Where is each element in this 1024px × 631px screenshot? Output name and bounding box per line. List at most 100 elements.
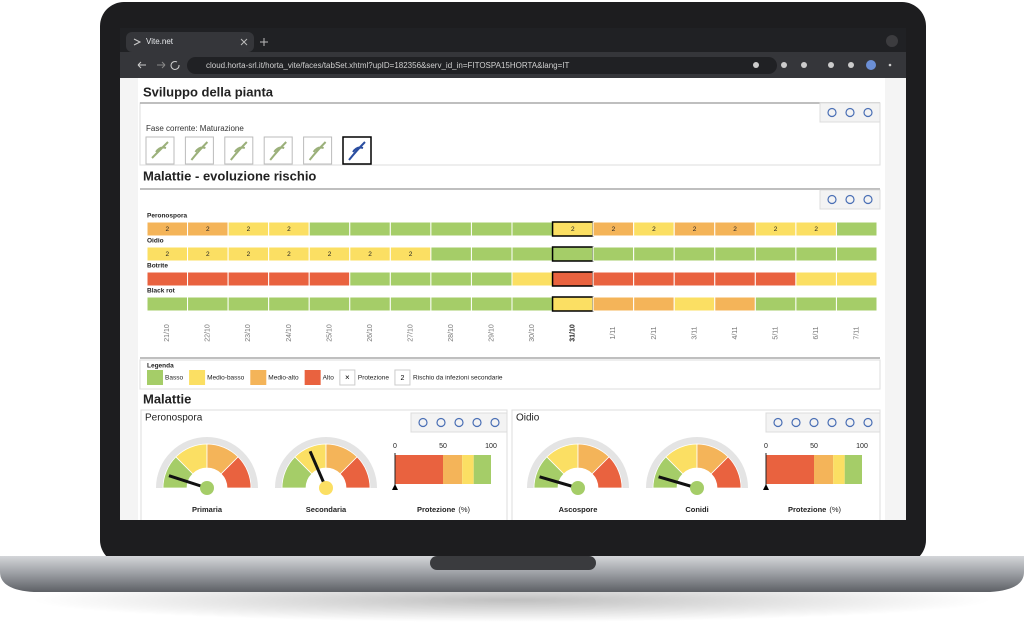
date-label: 21/10: [164, 324, 171, 342]
ext[interactable]: [781, 62, 787, 68]
tool-button[interactable]: [827, 417, 837, 428]
risk-cell: [389, 271, 432, 287]
legend-box: [139, 359, 881, 390]
risk-cell: [430, 221, 472, 237]
risk-cell: [754, 246, 797, 262]
protection-label: Protezione: [788, 505, 826, 514]
disease-label: Black rot: [147, 288, 176, 295]
risk-cell: [430, 296, 472, 312]
browser-icons: [753, 60, 892, 70]
tool-button[interactable]: [490, 417, 500, 428]
risk-label: 2: [652, 226, 656, 233]
date-label: 28/10: [448, 324, 455, 342]
tool-button[interactable]: [472, 417, 482, 428]
risk-label: 2: [328, 251, 332, 258]
tool-button[interactable]: [791, 417, 801, 428]
risk-cell: [714, 246, 756, 262]
gauge-rim: [646, 437, 748, 488]
risk-cell: [673, 246, 716, 262]
panel-toolbar: [819, 102, 881, 123]
legend-label: Rischio da infezioni secondarie: [413, 375, 503, 382]
stage-plant: [190, 141, 209, 161]
risk-label: 2: [368, 251, 372, 258]
reload[interactable]: [170, 61, 180, 70]
stage-plant: [348, 141, 366, 161]
favicon: [133, 38, 142, 46]
tab[interactable]: [126, 32, 254, 52]
gauge-label: Secondaria: [306, 505, 347, 514]
legend-box: [394, 369, 411, 386]
tool-button[interactable]: [436, 417, 446, 428]
tab-close[interactable]: [240, 38, 248, 46]
risk-cell: [673, 296, 716, 312]
tool-button[interactable]: [863, 194, 873, 205]
risk-cell: [389, 221, 432, 237]
risk-cell: [268, 296, 310, 312]
risk-cell: [551, 246, 594, 262]
tool-button[interactable]: [454, 417, 464, 428]
risk-cell: [349, 271, 391, 287]
tool-button[interactable]: [845, 107, 855, 118]
legend-symbol: 2: [400, 375, 404, 382]
gauge-hub: [306, 468, 346, 488]
risk-cell: [146, 296, 189, 312]
tool-button[interactable]: [863, 107, 873, 118]
risk-label: 2: [165, 226, 169, 233]
protection-segment: [443, 455, 463, 484]
tab-menu[interactable]: [886, 35, 898, 47]
protection-label: Protezione: [417, 505, 455, 514]
date-label: 2/11: [651, 326, 658, 339]
gauge-dot: [200, 481, 214, 495]
tick-label: 0: [764, 443, 768, 450]
risk-cell: [592, 246, 635, 262]
menu[interactable]: [888, 63, 892, 67]
risk-label: 2: [733, 226, 737, 233]
tool-button[interactable]: [418, 417, 428, 428]
risk-cell: [714, 271, 756, 287]
risk-cell: [430, 246, 472, 262]
address-bar[interactable]: [187, 57, 777, 74]
legend-label: Alto: [323, 375, 335, 382]
risk-cell: [633, 246, 675, 262]
new-tab[interactable]: [260, 38, 268, 46]
sidebar[interactable]: [848, 62, 854, 68]
tool-button[interactable]: [827, 107, 837, 118]
risk-cell: [511, 246, 554, 262]
risk-label: 2: [287, 251, 291, 258]
forward[interactable]: [157, 61, 166, 69]
legend-title: Legenda: [147, 363, 174, 370]
risk-cell: [470, 271, 513, 287]
panel-toolbar: [765, 412, 881, 433]
legend-box: [339, 369, 356, 386]
date-label: 5/11: [772, 326, 779, 339]
protection-segment: [473, 455, 491, 484]
section-title: Sviluppo della pianta: [143, 84, 274, 99]
risk-cell: [470, 296, 513, 312]
ext[interactable]: [801, 62, 807, 68]
gauge-dot: [571, 481, 585, 495]
risk-label: 2: [165, 251, 169, 258]
risk-cell: [551, 271, 594, 287]
download[interactable]: [828, 62, 834, 68]
tool-button[interactable]: [827, 194, 837, 205]
risk-cell: [349, 296, 391, 312]
tool-button[interactable]: [809, 417, 819, 428]
star[interactable]: [753, 62, 759, 68]
gauge-dot: [319, 481, 333, 495]
date-label: 7/11: [854, 326, 861, 339]
tool-button[interactable]: [845, 194, 855, 205]
panel-title: Oidio: [516, 413, 540, 424]
back[interactable]: [137, 61, 146, 69]
tick-label: 100: [485, 443, 497, 450]
date-label: 24/10: [286, 324, 293, 342]
risk-cell: [633, 271, 675, 287]
risk-cell: [592, 271, 635, 287]
tool-button[interactable]: [773, 417, 783, 428]
date-label: 29/10: [489, 324, 496, 342]
profile[interactable]: [866, 60, 876, 70]
tool-button[interactable]: [863, 417, 873, 428]
date-label: 4/11: [732, 326, 739, 339]
tool-button[interactable]: [845, 417, 855, 428]
date-label: 6/11: [813, 326, 820, 339]
stage-plant: [151, 141, 169, 159]
